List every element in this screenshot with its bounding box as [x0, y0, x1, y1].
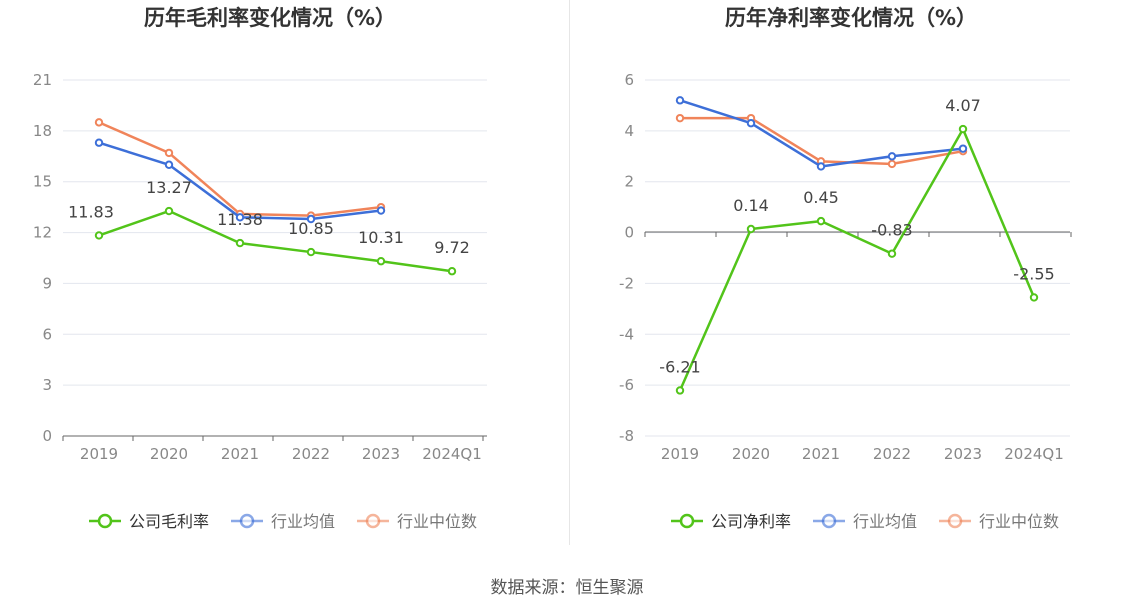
legend-item-industry_avg: 行业均值 — [231, 512, 335, 531]
data-point-industry_avg — [235, 213, 245, 222]
legend-label: 行业均值 — [271, 512, 335, 531]
chart-title: 历年毛利率变化情况（%） — [144, 6, 396, 30]
data-point-company — [306, 247, 316, 257]
y-tick-label: 2 — [624, 173, 634, 191]
y-tick-label: -2 — [619, 274, 634, 292]
data-point-industry_avg — [887, 152, 897, 161]
data-point-company — [235, 238, 245, 248]
legend-label: 行业均值 — [853, 512, 917, 531]
legend-label: 行业中位数 — [979, 512, 1059, 531]
x-tick-label: 2023 — [944, 445, 982, 463]
x-tick-label: 2021 — [802, 445, 840, 463]
data-label: -2.55 — [1013, 264, 1054, 283]
y-tick-label: 4 — [624, 122, 634, 140]
data-label: -6.21 — [659, 357, 700, 376]
legend-item-company: 公司净利率 — [671, 512, 791, 531]
data-point-industry_median — [887, 159, 897, 169]
legend-item-industry_avg: 行业均值 — [813, 512, 917, 531]
legend-label: 公司毛利率 — [129, 512, 209, 531]
x-tick-label: 2022 — [873, 445, 911, 463]
y-tick-label: 21 — [33, 71, 52, 89]
y-tick-label: 6 — [42, 325, 52, 343]
data-point-company — [376, 257, 386, 266]
data-label: 10.85 — [288, 219, 334, 238]
data-point-company — [94, 231, 104, 240]
x-tick-label: 2019 — [661, 445, 699, 463]
series-line-company — [98, 209, 453, 273]
series-line-industry_median — [98, 121, 382, 217]
x-tick-label: 2021 — [221, 445, 259, 463]
series-line-industry_avg — [98, 141, 382, 221]
y-tick-label: 0 — [42, 427, 52, 445]
data-point-industry_median — [675, 113, 685, 123]
legend-item-company: 公司毛利率 — [89, 512, 209, 531]
y-tick-label: 15 — [33, 173, 52, 191]
data-label: 11.83 — [68, 202, 114, 221]
data-point-company — [1029, 293, 1039, 302]
x-tick-label: 2019 — [80, 445, 118, 463]
data-label: 11.38 — [217, 210, 263, 229]
legend-swatch-marker — [821, 513, 837, 529]
data-point-industry_avg — [164, 160, 174, 169]
data-point-company — [675, 386, 685, 395]
x-tick-label: 2024Q1 — [1004, 445, 1064, 463]
y-tick-label: -8 — [619, 427, 634, 445]
data-label: -0.83 — [871, 221, 912, 240]
data-point-industry_median — [164, 148, 174, 158]
data-source-note: 数据来源：恒生聚源 — [490, 578, 644, 598]
chart-title: 历年净利率变化情况（%） — [725, 6, 977, 30]
data-point-company — [746, 224, 756, 234]
legend-swatch-marker — [97, 513, 113, 529]
series-line-industry_avg — [679, 99, 964, 168]
legend-item-industry_median: 行业中位数 — [939, 512, 1059, 531]
legend-swatch-marker — [679, 513, 695, 529]
data-point-company — [447, 267, 457, 276]
chart-panel-2: 历年净利率变化情况（%） -8 -6 -4 -2 0 2 4 6 2019 2020 2021 2022… — [619, 6, 1072, 531]
y-tick-label: 0 — [624, 224, 634, 242]
data-point-industry_avg — [675, 96, 685, 105]
data-point-company — [164, 206, 174, 216]
y-tick-label: 3 — [42, 376, 52, 394]
chart-panel-1: 历年毛利率变化情况（%） 0 3 6 9 12 15 18 21 2019 2020 2021 2022… — [33, 6, 487, 531]
y-tick-label: -4 — [619, 325, 634, 343]
series-line-company — [678, 127, 1036, 391]
x-tick-label: 2020 — [150, 445, 188, 463]
data-point-industry_avg — [958, 144, 968, 153]
y-tick-label: 6 — [624, 71, 634, 89]
x-tick-label: 2024Q1 — [422, 445, 482, 463]
y-tick-label: 9 — [42, 274, 52, 292]
data-label: 9.72 — [434, 238, 470, 257]
legend-label: 行业中位数 — [397, 512, 477, 531]
x-tick-label: 2022 — [292, 445, 330, 463]
data-label: 10.31 — [358, 228, 404, 247]
data-label: 0.14 — [733, 196, 769, 215]
y-tick-label: 12 — [33, 224, 52, 242]
data-label: 0.45 — [803, 188, 839, 207]
legend-swatch-marker — [365, 513, 381, 529]
series-line-industry_median — [680, 116, 964, 166]
data-point-industry_avg — [746, 119, 756, 128]
y-tick-label: 18 — [33, 122, 52, 140]
x-tick-label: 2020 — [732, 445, 770, 463]
x-tick-label: 2023 — [362, 445, 400, 463]
data-point-company — [816, 216, 826, 226]
data-point-industry_avg — [306, 214, 316, 224]
legend-label: 公司净利率 — [711, 512, 791, 531]
data-point-company — [958, 124, 968, 134]
legend-swatch-marker — [239, 513, 255, 529]
y-tick-label: -6 — [619, 376, 634, 394]
data-point-industry_avg — [376, 206, 386, 215]
legend-swatch-marker — [947, 513, 963, 529]
panel-divider — [569, 0, 570, 545]
data-label: 13.27 — [146, 178, 192, 197]
data-point-industry_avg — [816, 162, 826, 171]
legend-item-industry_median: 行业中位数 — [357, 512, 477, 531]
data-point-industry_median — [94, 118, 104, 127]
data-label: 4.07 — [945, 96, 981, 115]
data-point-industry_avg — [94, 138, 104, 147]
data-point-company — [887, 249, 897, 258]
